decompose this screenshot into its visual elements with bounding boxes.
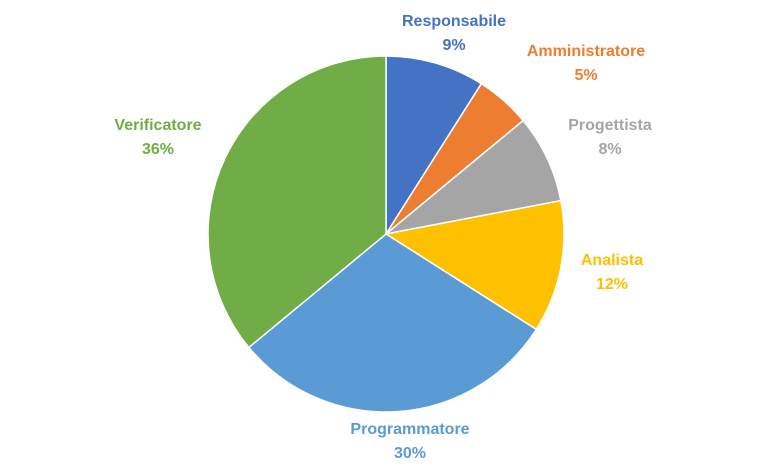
slice-value-responsabile: 9% xyxy=(442,37,465,54)
slice-label-verificatore: Verificatore xyxy=(114,117,201,134)
slice-label-analista: Analista xyxy=(581,252,643,269)
slice-value-amministratore: 5% xyxy=(574,67,597,84)
slice-label-amministratore: Amministratore xyxy=(527,43,645,60)
pie-slice-analista xyxy=(383,199,565,331)
slice-label-progettista: Progettista xyxy=(568,117,652,134)
pie-slice-responsabile xyxy=(385,55,483,237)
slice-label-responsabile: Responsabile xyxy=(402,13,506,30)
slice-value-progettista: 8% xyxy=(598,141,621,158)
slice-label-programmatore: Programmatore xyxy=(350,421,469,438)
slice-value-programmatore: 30% xyxy=(394,445,426,462)
slice-value-analista: 12% xyxy=(596,276,628,293)
slice-value-verificatore: 36% xyxy=(142,141,174,158)
pie-slice-verificatore xyxy=(207,55,387,349)
pie-labels: Responsabile 9% Amministratore 5% Progettist… xyxy=(114,13,651,462)
pie-slice-programmatore xyxy=(247,233,538,413)
pie-slices xyxy=(207,55,565,413)
pie-slice-progettista xyxy=(385,119,562,235)
